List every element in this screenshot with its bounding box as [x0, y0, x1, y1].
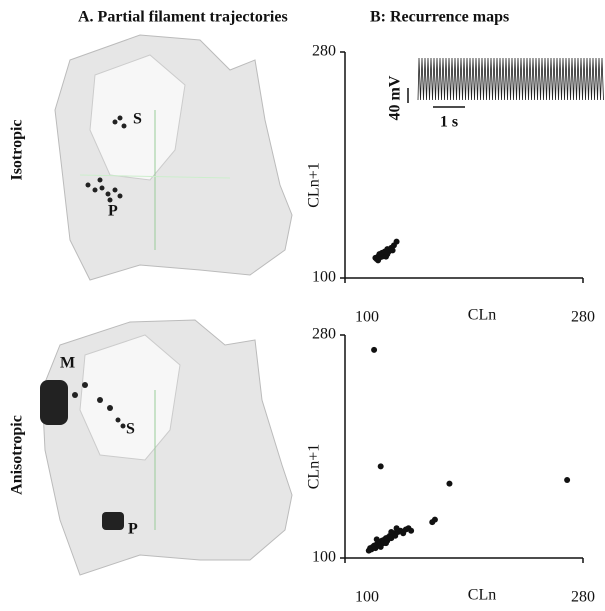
data-point [382, 540, 389, 547]
heart-render-top [54, 34, 293, 281]
data-point [388, 528, 395, 535]
data-point [371, 346, 378, 353]
data-point [446, 480, 453, 487]
scale-label: 40 mV [387, 75, 404, 120]
data-point [382, 253, 389, 260]
scale-label: 1 s [440, 114, 458, 131]
region-label: P [128, 521, 138, 538]
panel-title: A. Partial filament trajectories [78, 9, 288, 26]
data-point [564, 476, 571, 483]
x-tick-label: 100 [355, 589, 379, 606]
x-axis-title: CLn [468, 587, 496, 604]
x-axis-title: CLn [468, 307, 496, 324]
y-tick-label: 100 [312, 549, 336, 566]
row-label: Anisotropic [9, 415, 26, 495]
data-point [377, 543, 384, 550]
y-tick-label: 100 [312, 269, 336, 286]
data-point [377, 463, 384, 470]
y-axis-title: CLn+1 [306, 444, 323, 489]
data-point [408, 527, 415, 534]
y-tick-label: 280 [312, 326, 336, 343]
data-point [429, 519, 436, 526]
data-point [389, 247, 396, 254]
x-tick-label: 100 [355, 309, 379, 326]
region-label: P [108, 203, 118, 220]
y-tick-label: 280 [312, 43, 336, 60]
panel-title: B: Recurrence maps [370, 9, 509, 26]
heart-render-bottom [40, 319, 293, 576]
region-label: S [133, 111, 142, 128]
data-point [393, 238, 400, 245]
data-point [375, 257, 382, 264]
row-label: Isotropic [9, 119, 26, 180]
x-tick-label: 280 [571, 309, 595, 326]
y-axis-title: CLn+1 [306, 162, 323, 207]
region-label: S [126, 421, 135, 438]
data-point [373, 536, 380, 543]
data-point [393, 525, 400, 532]
ecg-trace [417, 57, 604, 101]
x-tick-label: 280 [571, 589, 595, 606]
region-label: M [60, 355, 75, 372]
